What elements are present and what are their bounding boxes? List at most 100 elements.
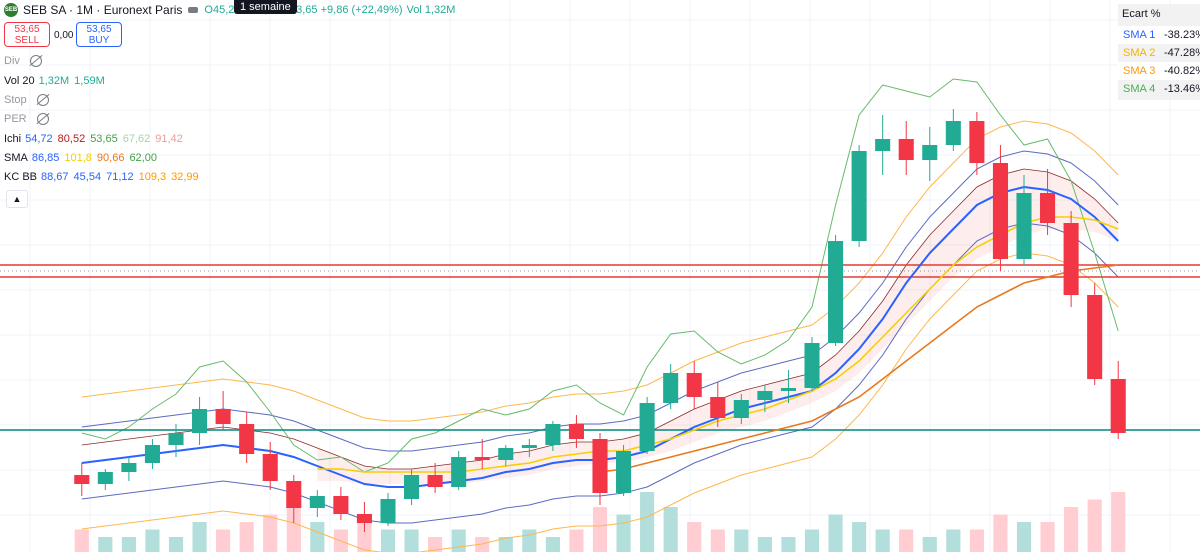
indicator-sma-name: SMA	[4, 152, 28, 164]
candle-body	[286, 481, 302, 508]
volume-bar	[451, 529, 466, 552]
indicator-ichi[interactable]: Ichi 54,72 80,52 53,65 67,62 91,42	[4, 130, 188, 148]
indicator-vol20[interactable]: Vol 20 1,32M 1,59M	[4, 72, 110, 90]
indicator-value: 91,42	[155, 133, 183, 145]
volume-bar	[710, 529, 725, 552]
sell-button[interactable]: 53,65 SELL	[4, 22, 50, 47]
eye-hidden-icon[interactable]	[29, 55, 42, 67]
volume-bar	[969, 529, 984, 552]
indicator-value: 67,62	[122, 133, 151, 145]
volume-bar	[687, 522, 702, 552]
indicator-per[interactable]: PER	[4, 110, 49, 128]
collapse-icon[interactable]	[188, 7, 199, 13]
candle-body	[144, 445, 160, 463]
ecart-row: SMA 1 -38.23%	[1118, 26, 1200, 44]
candle-body	[922, 145, 938, 160]
indicator-per-name: PER	[4, 113, 27, 125]
ecart-panel: Ecart % SMA 1 -38.23% SMA 2 -47.28% SMA …	[1118, 4, 1200, 100]
volume-bar	[663, 507, 678, 552]
buy-label: BUY	[88, 35, 110, 46]
candle-body	[451, 457, 467, 487]
candle-body	[309, 496, 325, 508]
buy-price: 53,65	[86, 24, 112, 35]
indicator-value: 71,12	[106, 171, 134, 183]
lagging-line	[81, 78, 1119, 473]
candle-body	[380, 499, 396, 523]
candle-body	[1063, 223, 1079, 295]
candle-body	[215, 409, 231, 424]
volume-bar	[734, 529, 749, 552]
volume-bar	[263, 514, 278, 552]
candle-body	[851, 151, 867, 241]
volume-bar	[569, 529, 584, 552]
candle-body	[1087, 295, 1103, 379]
interval-tooltip: 1 semaine	[234, 0, 297, 14]
volume-bars	[74, 492, 1126, 552]
candle-body	[262, 454, 278, 481]
volume-bar	[757, 537, 772, 552]
candle-body	[404, 475, 420, 499]
ecart-row: SMA 2 -47.28%	[1118, 44, 1200, 62]
volume-bar	[168, 537, 184, 552]
candle-body	[686, 373, 702, 397]
candle-body	[427, 475, 443, 487]
indicator-ichi-name: Ichi	[4, 133, 22, 145]
indicator-value: 86,85	[31, 152, 60, 164]
ecart-title: Ecart %	[1122, 8, 1161, 20]
ecart-row: SMA 4 -13.46%	[1118, 80, 1200, 98]
candle-body	[875, 139, 891, 151]
sma-line	[599, 264, 1119, 473]
symbol-row: SEB SEB SA · 1M · Euronext Paris O45,26 …	[4, 1, 455, 19]
indicator-value: 101,8	[64, 152, 92, 164]
volume-bar	[1016, 522, 1032, 552]
ecart-value: -40.82%	[1164, 65, 1200, 77]
indicator-kcbb[interactable]: KC BB 88,67 45,54 71,12 109,3 32,99	[4, 168, 204, 186]
indicator-div[interactable]: Div	[4, 52, 42, 70]
volume-bar	[804, 529, 820, 552]
volume-bar	[993, 514, 1008, 552]
candle-body	[192, 409, 208, 433]
candle-body	[97, 472, 113, 484]
sell-price: 53,65	[14, 24, 40, 35]
ecart-name: SMA 4	[1123, 83, 1156, 95]
vol-value: 1,32M	[424, 4, 456, 16]
volume-bar	[781, 537, 796, 552]
candle-body	[757, 391, 773, 400]
volume-bar	[1087, 499, 1102, 552]
volume-bar	[192, 522, 207, 552]
volume-bar	[380, 529, 396, 552]
volume-bar	[852, 522, 867, 552]
candle-body	[333, 496, 349, 514]
volume-bar	[592, 507, 608, 552]
volume-bar	[498, 537, 513, 552]
candle-body	[710, 397, 726, 418]
candle-body	[733, 400, 749, 418]
candle-body	[898, 139, 914, 160]
symbol-title[interactable]: SEB SA · 1M · Euronext Paris	[23, 3, 183, 17]
volume-bar	[145, 529, 160, 552]
volume-bar	[98, 537, 113, 552]
volume-bar	[1040, 522, 1055, 552]
candle-body	[1040, 193, 1056, 223]
indicator-sma[interactable]: SMA 86,85 101,8 90,66 62,00	[4, 149, 162, 167]
buy-button[interactable]: 53,65 BUY	[76, 22, 122, 47]
indicator-value: 53,65	[90, 133, 118, 145]
volume-bar	[428, 537, 443, 552]
indicator-value: 80,52	[57, 133, 86, 145]
volume-bar	[640, 492, 655, 552]
chevron-up-icon[interactable]: ▲	[6, 190, 28, 208]
candle-body	[168, 433, 184, 445]
volume-bar	[404, 529, 419, 552]
eye-hidden-icon[interactable]	[36, 113, 49, 125]
volume-bar	[899, 529, 914, 552]
indicator-stop[interactable]: Stop	[4, 91, 49, 109]
candle-body	[639, 403, 655, 451]
sell-label: SELL	[14, 35, 40, 46]
volume-bar	[1111, 492, 1126, 552]
candle-body	[592, 439, 608, 493]
candle-body	[945, 121, 961, 145]
candle-body	[804, 343, 820, 388]
eye-hidden-icon[interactable]	[36, 94, 49, 106]
vol-label: Vol	[406, 4, 422, 16]
